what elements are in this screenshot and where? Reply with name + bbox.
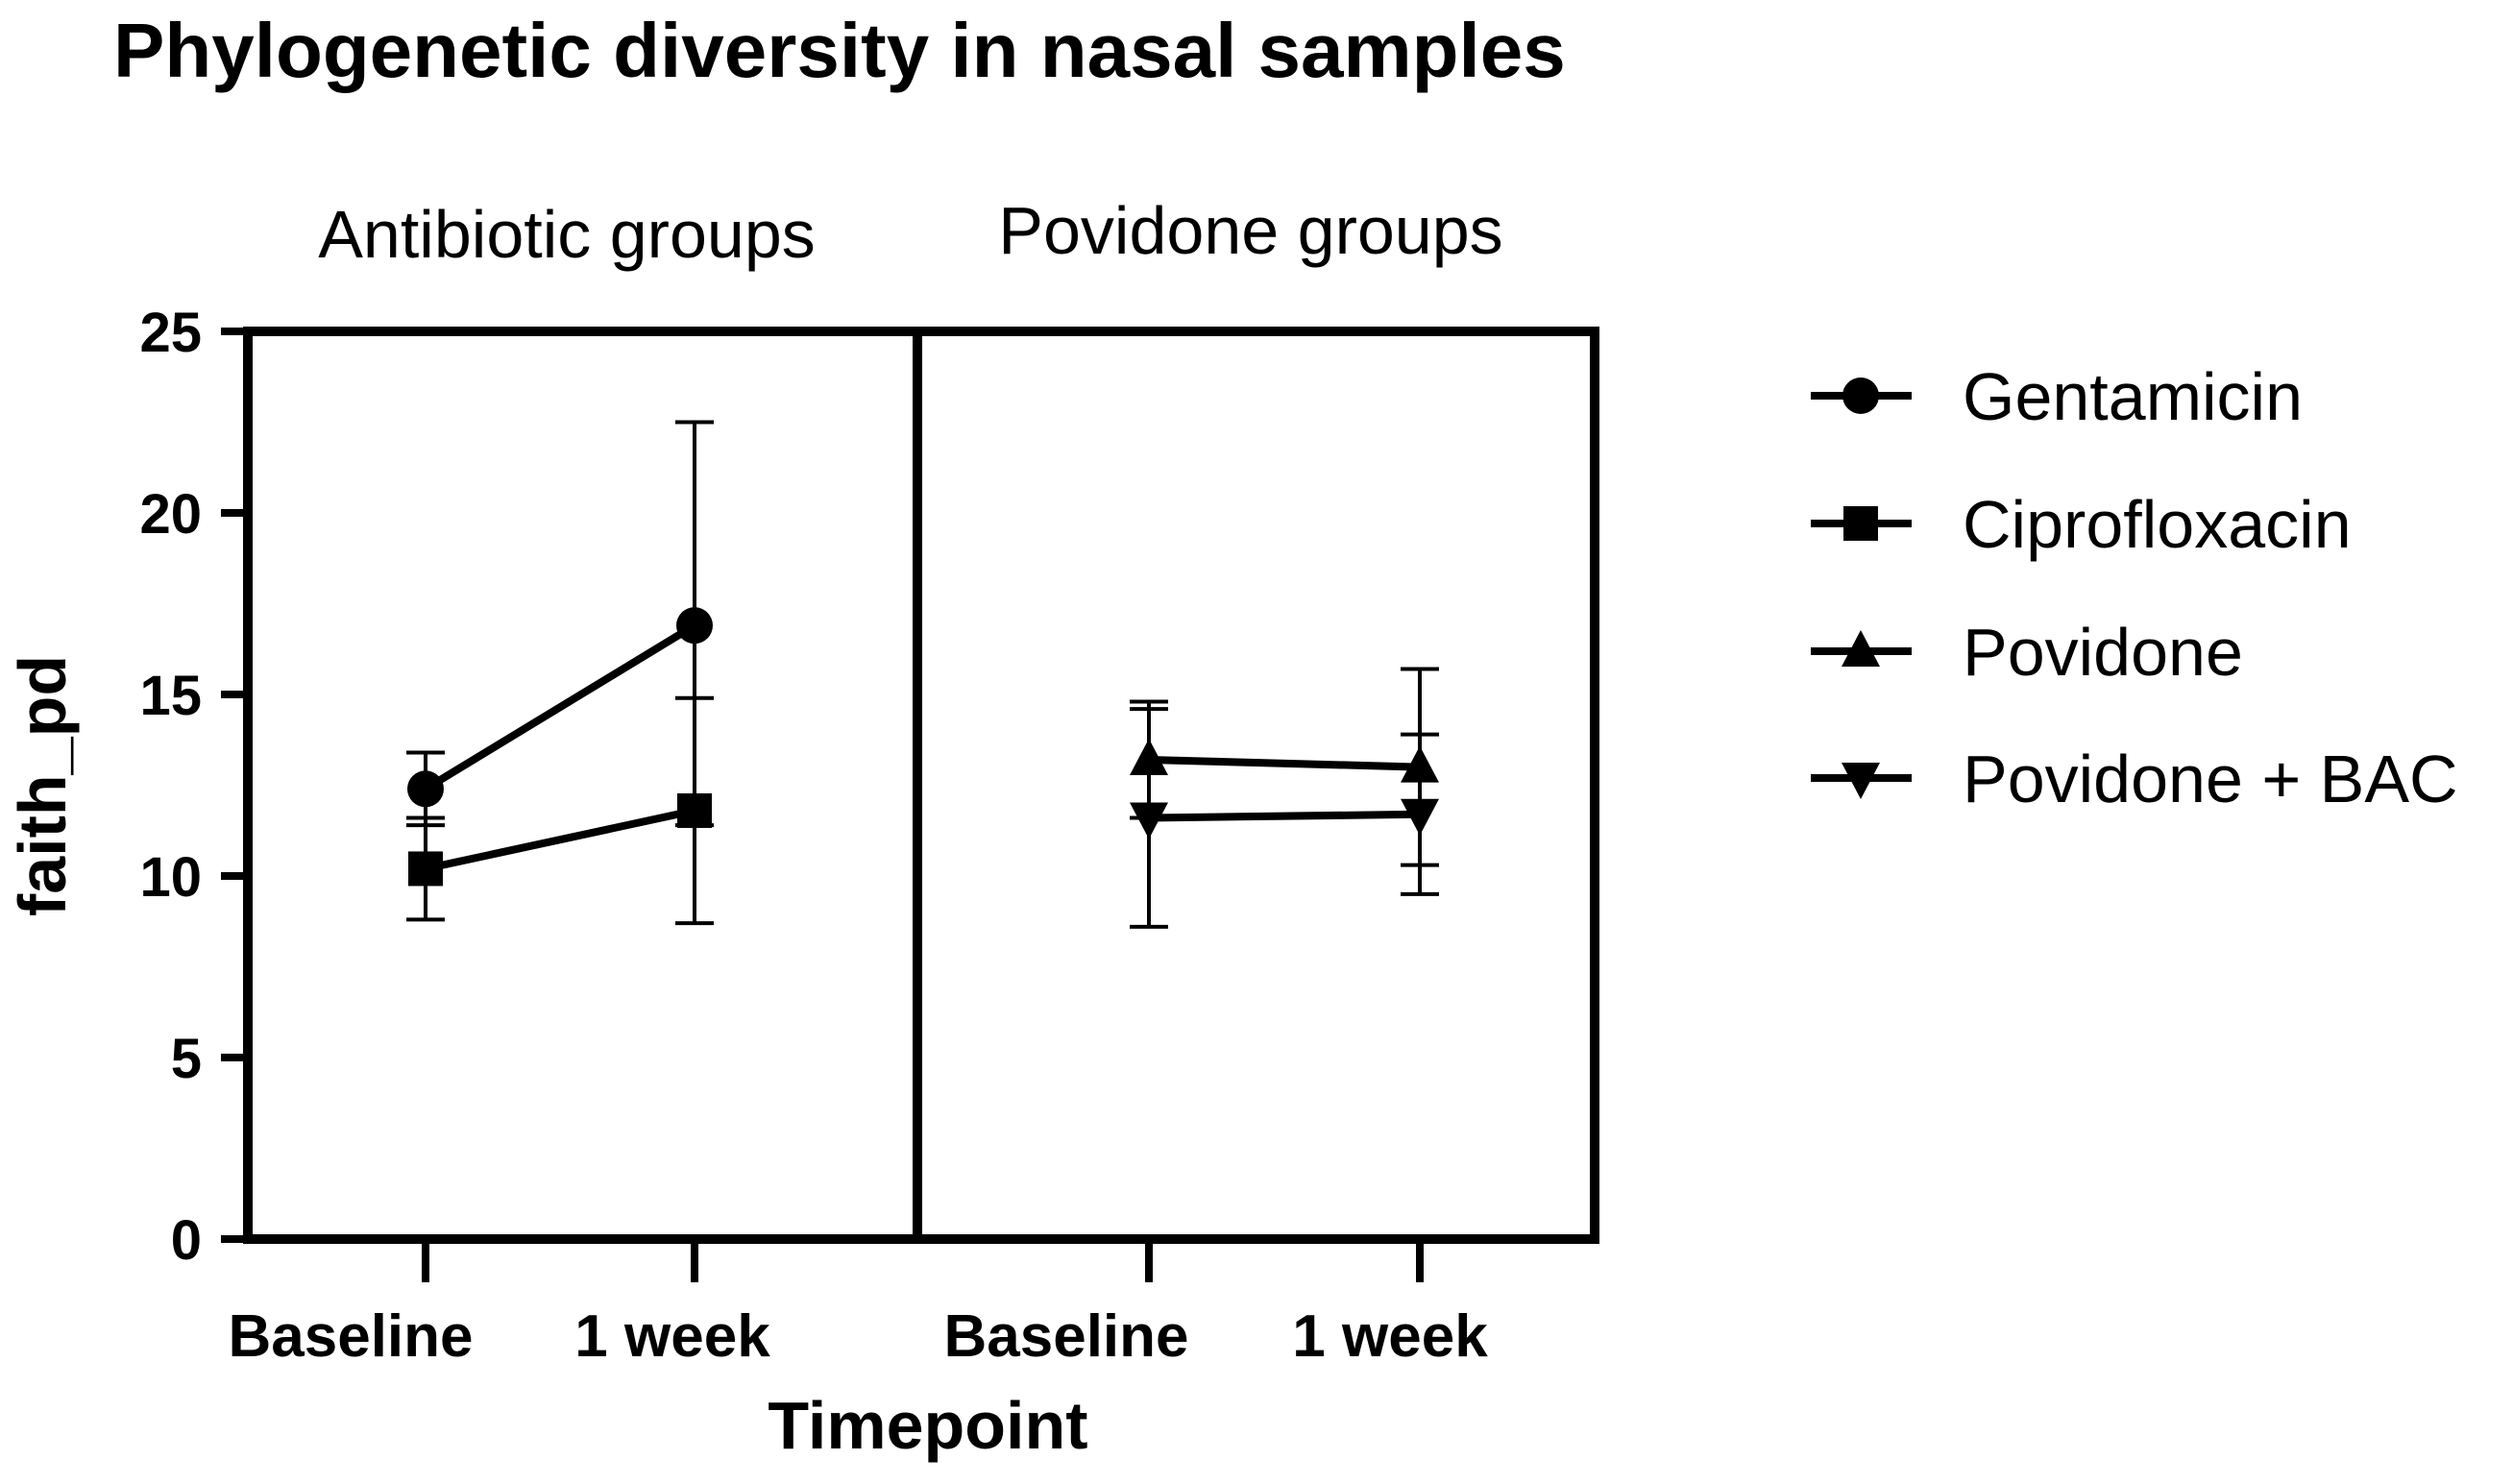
panel-frame-antibiotic — [243, 327, 922, 1244]
data-point — [677, 792, 712, 828]
legend-label: Ciprofloxacin — [1963, 487, 2352, 562]
legend-marker-icon — [1842, 630, 1880, 667]
legend-label: Povidone — [1963, 615, 2243, 690]
series-povidone — [1130, 667, 1439, 867]
series-line — [423, 621, 697, 792]
series-gentamicin — [406, 420, 714, 828]
x-tick-label: Baseline — [943, 1303, 1188, 1370]
series-line — [425, 807, 695, 873]
y-tick-label: 15 — [139, 665, 202, 727]
y-tick-label: 0 — [171, 1209, 202, 1272]
y-axis-title: faith_pd — [5, 655, 80, 916]
panel-label-povidone: Povidone groups — [998, 193, 1502, 268]
data-point — [676, 607, 713, 645]
x-tick-label: Baseline — [228, 1303, 473, 1370]
plot-area — [406, 420, 1439, 929]
legend-label: Gentamicin — [1963, 359, 2303, 434]
series-povidone-bac — [1130, 707, 1439, 929]
legend-marker-icon — [1843, 506, 1878, 541]
legend-item: Gentamicin — [1811, 359, 2303, 434]
chart-title: Phylogenetic diversity in nasal samples — [113, 8, 1566, 93]
legend-item: Povidone + BAC — [1811, 742, 2458, 816]
data-point — [408, 851, 443, 887]
panel-frame-povidone — [913, 327, 1599, 1244]
x-tick-label: 1 week — [574, 1303, 770, 1370]
x-tick-label: 1 week — [1292, 1303, 1488, 1370]
y-tick-label: 5 — [171, 1028, 202, 1090]
legend-marker-icon — [1842, 377, 1879, 414]
legend-item: Ciprofloxacin — [1811, 487, 2352, 562]
data-point — [407, 770, 444, 808]
y-tick-label: 20 — [139, 483, 202, 546]
y-tick-label: 25 — [139, 302, 202, 364]
series-ciprofloxacin — [406, 695, 714, 926]
x-axis-title: Timepoint — [768, 1388, 1087, 1463]
y-tick-label: 10 — [139, 846, 202, 909]
series-line — [1148, 756, 1421, 771]
data-point — [1130, 802, 1168, 839]
legend-marker-icon — [1842, 763, 1880, 799]
panel-label-antibiotic: Antibiotic groups — [318, 197, 816, 272]
legend-item: Povidone — [1811, 615, 2243, 690]
data-point — [1401, 798, 1439, 836]
legend: Gentamicin Ciprofloxacin Povidone Povidone … — [1811, 359, 2458, 816]
legend-label: Povidone + BAC — [1963, 742, 2458, 816]
y-axis: 0 5 10 15 20 25 — [139, 302, 248, 1272]
series-line — [1148, 810, 1421, 822]
x-axis: Baseline 1 week Baseline 1 week — [228, 1239, 1488, 1370]
